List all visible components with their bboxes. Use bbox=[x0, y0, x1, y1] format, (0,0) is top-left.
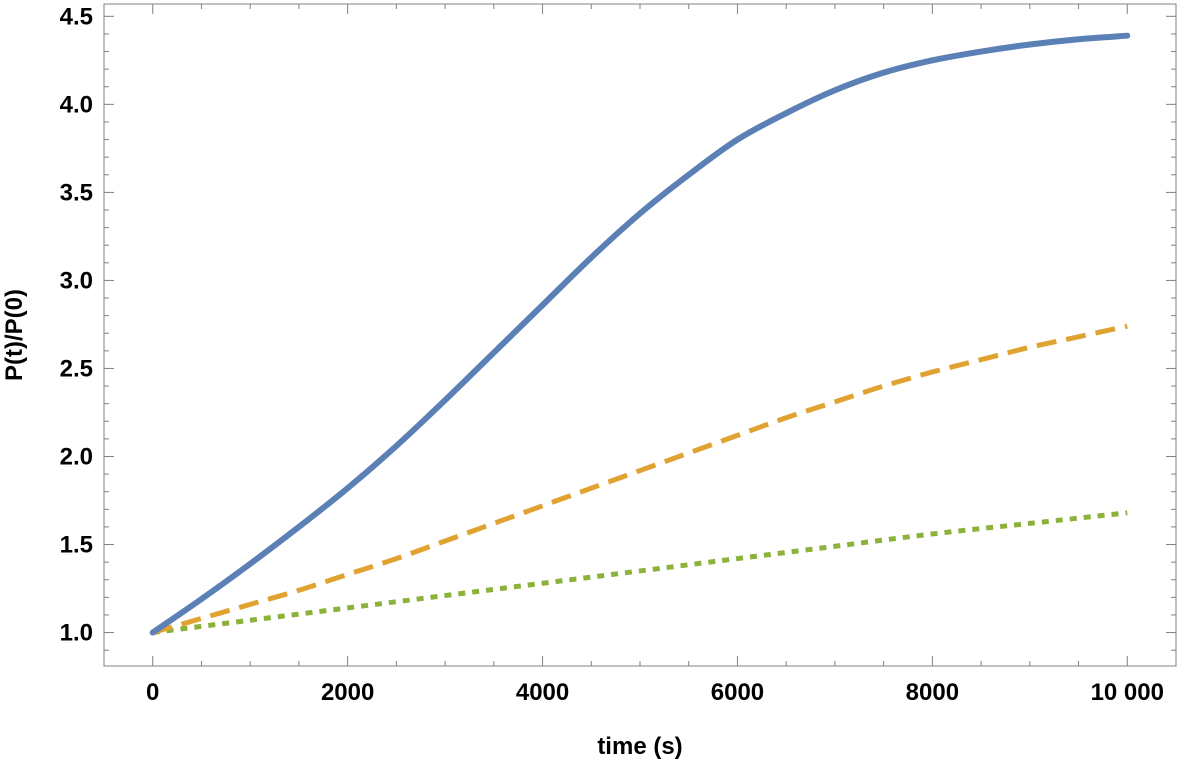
x-tick-label: 0 bbox=[146, 679, 159, 706]
x-tick-label: 8000 bbox=[906, 679, 959, 706]
y-tick-label: 4.5 bbox=[60, 3, 93, 30]
y-tick-label: 2.0 bbox=[60, 443, 93, 470]
y-tick-label: 3.0 bbox=[60, 267, 93, 294]
x-tick-label: 10 000 bbox=[1091, 679, 1164, 706]
x-tick-label: 6000 bbox=[711, 679, 764, 706]
y-tick-label: 1.0 bbox=[60, 620, 93, 647]
tick-labels: 0 2000 4000 6000 8000 10 000 1.0 1.5 2.0 2.5 3.0 3.… bbox=[60, 3, 1164, 706]
plot-frame bbox=[103, 3, 1177, 667]
series-line-dashed bbox=[152, 323, 1128, 635]
ticks bbox=[104, 4, 1177, 666]
x-tick-label: 2000 bbox=[321, 679, 374, 706]
y-axis-title: P(t)/P(0) bbox=[1, 289, 28, 381]
series-layer bbox=[149, 32, 1131, 636]
y-tick-label: 1.5 bbox=[60, 532, 93, 559]
y-tick-label: 3.5 bbox=[60, 179, 93, 206]
x-tick-label: 4000 bbox=[516, 679, 569, 706]
series-line-solid bbox=[149, 32, 1131, 636]
y-tick-label: 4.0 bbox=[60, 91, 93, 118]
series-line-dotted bbox=[152, 510, 1128, 636]
y-tick-label: 2.5 bbox=[60, 355, 93, 382]
x-axis-title: time (s) bbox=[597, 733, 682, 760]
